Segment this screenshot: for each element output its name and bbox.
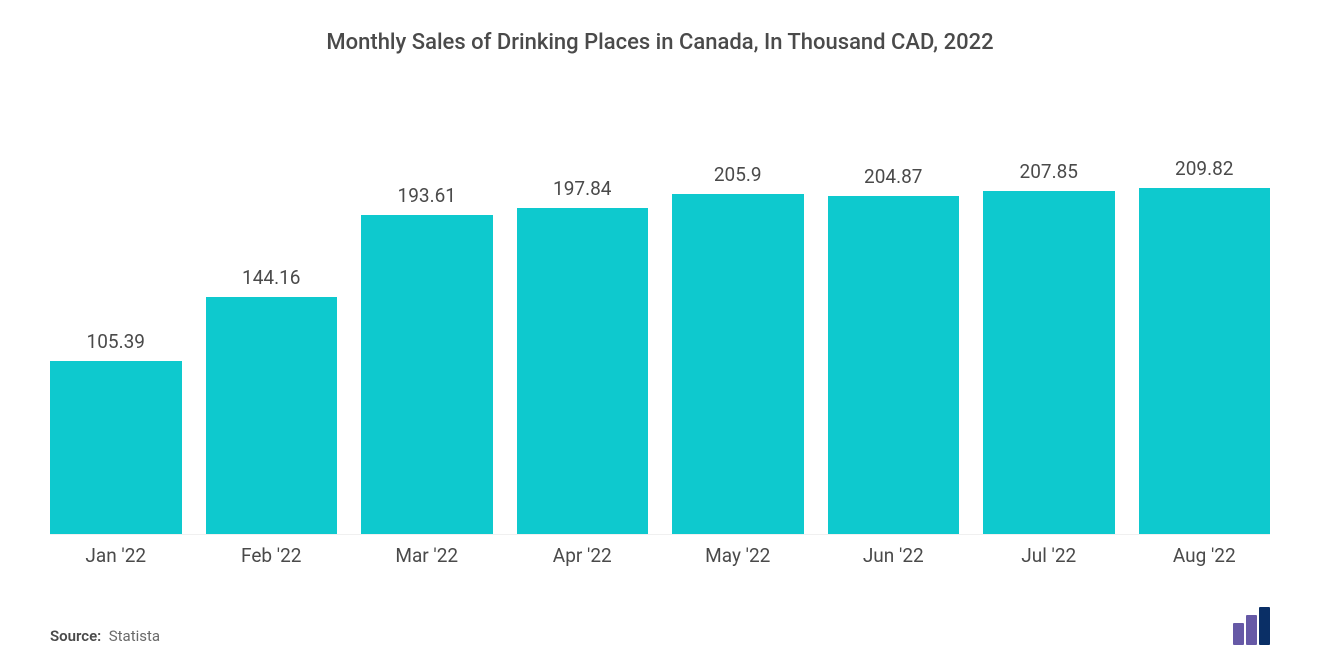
bar-slot: 209.82 (1139, 85, 1271, 535)
source-attribution: Source: Statista (50, 627, 160, 645)
bar (828, 196, 960, 535)
bar-slot: 204.87 (828, 85, 960, 535)
bar (206, 297, 338, 535)
x-axis-label: Aug '22 (1139, 544, 1271, 567)
bar (983, 191, 1115, 535)
bar-value-label: 197.84 (553, 177, 611, 200)
x-axis-label: Feb '22 (206, 544, 338, 567)
bar-slot: 193.61 (361, 85, 493, 535)
source-name: Statista (109, 627, 160, 645)
chart-footer: Source: Statista (50, 607, 1270, 645)
bar (50, 361, 182, 535)
logo-bar (1246, 615, 1257, 645)
bar-value-label: 144.16 (242, 266, 300, 289)
source-prefix: Source: (50, 627, 101, 645)
x-axis-label: Mar '22 (361, 544, 493, 567)
bar-slot: 205.9 (672, 85, 804, 535)
bar-value-label: 207.85 (1020, 160, 1078, 183)
x-axis: Jan '22 Feb '22 Mar '22 Apr '22 May '22 Jun '… (50, 544, 1270, 567)
bar-slot: 144.16 (206, 85, 338, 535)
bar (672, 194, 804, 535)
bar-value-label: 205.9 (714, 163, 762, 186)
baseline (50, 534, 1270, 535)
bar-value-label: 204.87 (864, 165, 922, 188)
bar-slot: 105.39 (50, 85, 182, 535)
chart-title: Monthly Sales of Drinking Places in Cana… (50, 30, 1270, 55)
bar-slot: 197.84 (517, 85, 649, 535)
chart-container: Monthly Sales of Drinking Places in Cana… (0, 0, 1320, 665)
bar (517, 208, 649, 535)
x-axis-label: Jul '22 (983, 544, 1115, 567)
logo-bar (1259, 607, 1270, 645)
logo-bar (1233, 623, 1244, 645)
plot-area: 105.39 144.16 193.61 197.84 205.9 204.87 207.8… (50, 65, 1270, 536)
brand-logo-icon (1233, 607, 1270, 645)
bar (1139, 188, 1271, 535)
bar-value-label: 209.82 (1175, 157, 1233, 180)
x-axis-label: May '22 (672, 544, 804, 567)
x-axis-label: Apr '22 (517, 544, 649, 567)
x-axis-label: Jan '22 (50, 544, 182, 567)
bar-slot: 207.85 (983, 85, 1115, 535)
bar (361, 215, 493, 535)
bar-value-label: 105.39 (87, 330, 145, 353)
x-axis-label: Jun '22 (828, 544, 960, 567)
bar-value-label: 193.61 (398, 184, 456, 207)
